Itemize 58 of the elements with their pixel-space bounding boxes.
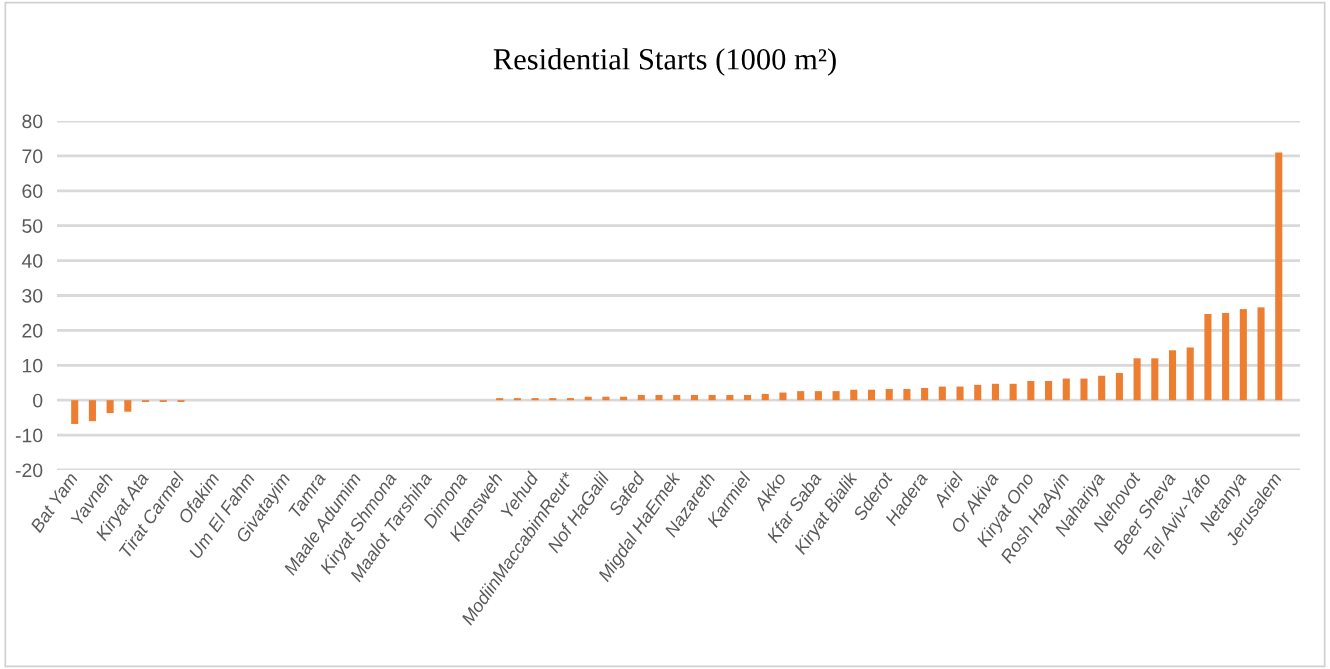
y-tick-label: 70 [22,149,43,164]
bar [1151,358,1159,401]
bar [974,384,982,401]
bar [1115,372,1123,401]
y-tick-label: 30 [22,288,43,303]
y-tick-label: -10 [15,428,43,443]
bar [690,394,698,401]
bar [1239,309,1247,401]
bar [956,386,964,401]
bar [1062,378,1070,401]
y-tick-label: 10 [22,358,43,373]
bar [566,398,575,401]
bar [991,383,999,401]
bar [106,400,114,414]
bar [708,394,716,401]
bar [1009,383,1017,401]
bar [673,394,681,401]
bar [513,398,521,401]
bar [885,389,893,401]
bar [88,400,96,422]
y-tick-label: 60 [22,184,43,199]
bar [71,400,79,424]
y-tick-label: 40 [21,254,43,268]
bar [779,392,787,401]
bar [1222,312,1230,401]
bar [814,391,822,401]
bar [761,393,769,401]
bar [1098,375,1106,401]
y-tick-label: 20 [22,323,43,338]
y-tick-label: 0 [33,393,43,408]
y-tick-label: 50 [22,219,43,233]
bar [1133,358,1141,401]
chart-title: Residential Starts (1000 m²) [493,48,836,76]
bar [921,387,929,401]
bar [1204,314,1212,401]
y-tick-label: -20 [15,463,43,478]
bar [903,389,911,401]
bar [1275,152,1283,401]
bar [531,398,539,401]
y-tick-label: 80 [22,114,43,129]
bar [1186,347,1194,401]
bar [797,391,805,401]
bar [938,386,946,401]
bar [496,398,504,401]
bar [744,394,752,401]
bar [850,389,858,401]
bar [1027,381,1035,401]
bar [1168,350,1177,401]
bar [637,394,645,401]
bar [1080,378,1088,401]
bar [867,389,876,401]
bar [655,394,663,401]
bar [124,400,132,412]
bar [549,398,557,401]
bar [832,391,840,401]
bar [1257,307,1265,401]
bar [726,394,734,401]
bar [1045,381,1053,401]
